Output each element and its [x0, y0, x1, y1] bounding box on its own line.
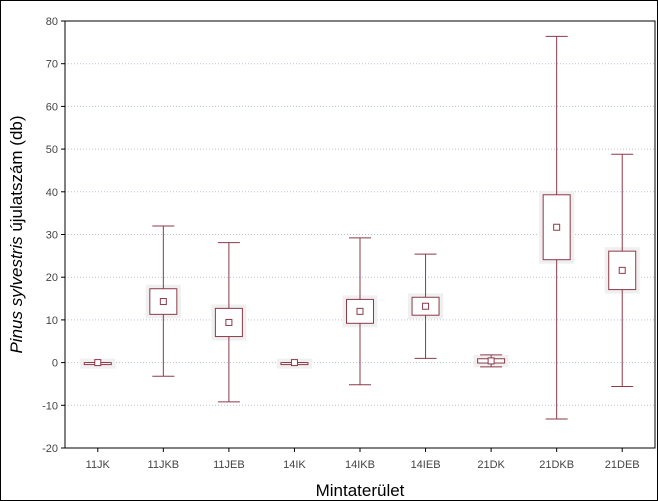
y-axis-title: Pinus sylvestris újulatszám (db)	[7, 115, 26, 353]
box-14IK	[276, 358, 312, 369]
mean-marker	[487, 357, 495, 365]
y-axis-title-italic: Pinus sylvestris	[7, 236, 26, 354]
box-14IKB	[342, 237, 378, 386]
y-tick-label: 80	[46, 16, 58, 28]
mean-marker	[356, 307, 364, 315]
x-tick-label: 11JKB	[148, 459, 180, 471]
y-tick-label: 60	[46, 101, 58, 113]
mean-marker	[553, 223, 561, 231]
x-tick-label: 14IK	[283, 459, 306, 471]
mean-marker	[94, 359, 102, 367]
y-tick-label: 40	[46, 187, 58, 199]
x-tick-label: 14IKB	[345, 459, 375, 471]
x-tick-label: 11JK	[86, 459, 111, 471]
y-tick-label: 30	[46, 230, 58, 242]
mean-marker	[618, 266, 626, 274]
box-series	[80, 35, 640, 420]
box-11JKB	[145, 225, 181, 377]
y-tick-label: 0	[52, 358, 58, 370]
box-21DEB	[604, 153, 640, 388]
y-tick-label: 50	[46, 144, 58, 156]
y-axis-title-rest: újulatszám (db)	[7, 115, 26, 236]
box-14IEB	[408, 253, 444, 359]
mean-marker	[225, 318, 233, 326]
y-tick-label: -10	[42, 400, 58, 412]
y-tick-label: 20	[46, 272, 58, 284]
y-tick-label: 70	[46, 59, 58, 71]
y-axis-ticks: -20 -10 0 10 20 30 40 50 60 70 80	[42, 16, 65, 455]
box-11JEB	[211, 242, 247, 403]
x-tick-label: 21DKB	[539, 459, 574, 471]
y-tick-label: 10	[46, 315, 58, 327]
mean-marker	[422, 302, 430, 310]
box-21DKB	[539, 35, 575, 420]
x-axis-title: Mintaterület	[316, 481, 405, 500]
x-tick-label: 21DEB	[605, 459, 640, 471]
mean-marker	[290, 359, 298, 367]
mean-marker	[159, 298, 167, 306]
x-tick-label: 14IEB	[411, 459, 441, 471]
x-axis-ticks: 11JK 11JKB 11JEB 14IK 14IKB 14IEB 21DK 21DKB 21D…	[86, 448, 640, 471]
x-tick-label: 11JEB	[213, 459, 245, 471]
y-tick-label: -20	[42, 443, 58, 455]
x-tick-label: 21DK	[477, 459, 505, 471]
box-21DK	[473, 354, 509, 368]
box-11JK	[80, 358, 116, 369]
